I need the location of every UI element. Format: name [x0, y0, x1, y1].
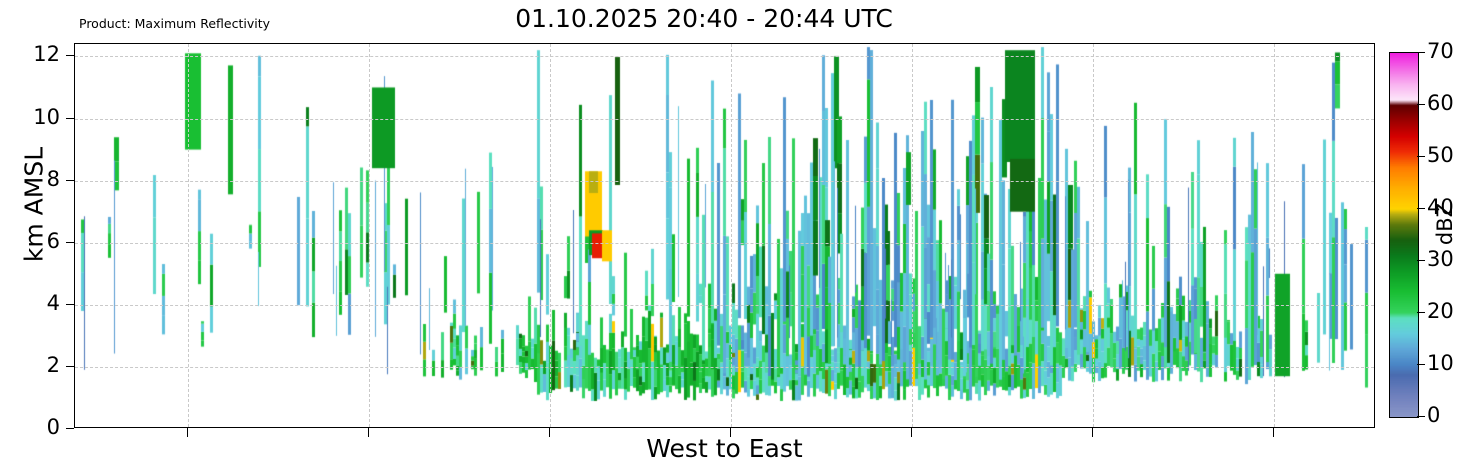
plot-area — [74, 43, 1375, 428]
colorbar-tick-label: 20 — [1427, 299, 1454, 323]
x-axis-tick — [1092, 428, 1093, 437]
x-axis-tick — [549, 428, 550, 437]
product-label: Product: Maximum Reflectivity — [79, 16, 271, 31]
colorbar-tick — [1417, 364, 1425, 365]
x-axis-tick — [187, 428, 188, 437]
colorbar-tick-label: 60 — [1427, 91, 1454, 115]
colorbar — [1389, 52, 1419, 418]
colorbar-tick — [1417, 104, 1425, 105]
reflectivity-heatmap-canvas — [75, 44, 1374, 427]
colorbar-gradient — [1389, 52, 1419, 418]
y-axis-tick-label: 2 — [46, 352, 60, 377]
colorbar-tick-label: 70 — [1427, 39, 1454, 63]
colorbar-tick-label: 0 — [1427, 403, 1441, 427]
y-axis-tick — [66, 428, 74, 429]
colorbar-tick — [1417, 156, 1425, 157]
y-axis-tick-label: 12 — [33, 42, 60, 67]
y-axis-tick — [66, 179, 74, 181]
y-axis-tick — [66, 55, 74, 57]
colorbar-tick — [1417, 312, 1425, 313]
y-axis-tick — [66, 365, 74, 367]
y-axis-tick — [66, 117, 74, 119]
x-axis-tick — [368, 428, 369, 437]
colorbar-tick — [1417, 416, 1425, 417]
colorbar-tick-label: 50 — [1427, 143, 1454, 167]
y-axis-tick-label: 8 — [46, 166, 60, 191]
y-axis-tick-label: 4 — [46, 290, 60, 315]
colorbar-tick — [1417, 52, 1425, 53]
page-title: 01.10.2025 20:40 - 20:44 UTC — [515, 4, 893, 33]
x-axis-title: West to East — [646, 434, 803, 463]
y-axis-tick — [66, 241, 74, 243]
colorbar-tick — [1417, 208, 1425, 209]
x-axis-tick — [1273, 428, 1274, 437]
y-axis-tick-label: 0 — [46, 415, 60, 439]
y-axis-tick-label: 6 — [46, 228, 60, 253]
x-axis-tick — [730, 428, 731, 437]
x-axis-tick — [911, 428, 912, 437]
colorbar-title: dBZ — [1433, 202, 1457, 246]
y-axis-tick-label: 10 — [33, 104, 60, 129]
colorbar-tick-label: 10 — [1427, 351, 1454, 375]
y-axis-tick — [66, 303, 74, 305]
colorbar-tick-label: 30 — [1427, 247, 1454, 271]
colorbar-tick-label: 40 — [1427, 195, 1454, 219]
colorbar-tick — [1417, 260, 1425, 261]
y-axis-title: km AMSL — [19, 146, 49, 263]
